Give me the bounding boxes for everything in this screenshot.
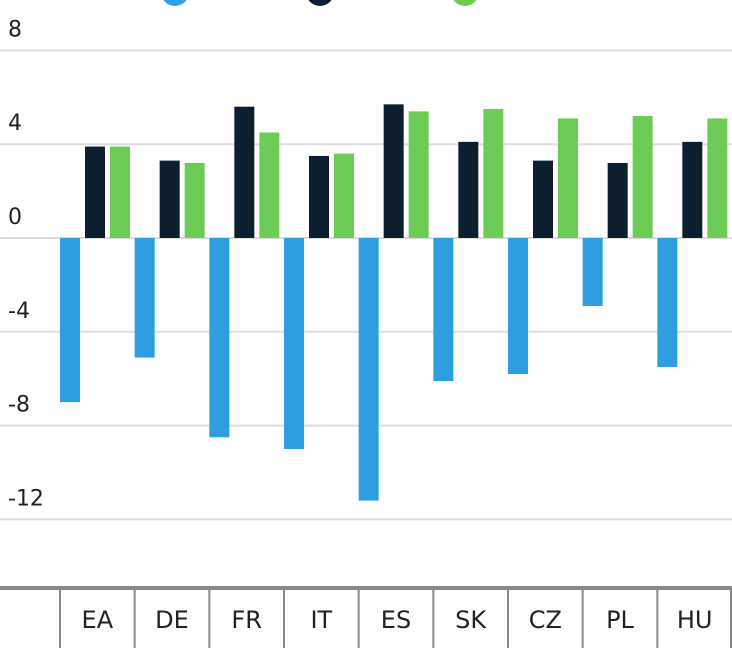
x-tick-label: SK xyxy=(455,606,487,634)
bar xyxy=(60,237,80,403)
y-tick-label: 0 xyxy=(8,205,22,230)
bar xyxy=(184,162,205,238)
bar xyxy=(582,237,603,306)
bar xyxy=(707,118,728,238)
y-tick-label: 8 xyxy=(8,17,22,42)
y-tick-label: -4 xyxy=(8,299,30,324)
x-tick-label: PL xyxy=(606,606,634,634)
bar xyxy=(657,237,678,367)
bar xyxy=(508,237,528,374)
bar xyxy=(134,237,155,358)
bar xyxy=(309,155,329,238)
x-tick-label: EA xyxy=(82,606,114,634)
bar xyxy=(433,237,454,382)
bar xyxy=(234,106,255,238)
bar xyxy=(632,116,653,238)
legend-marker xyxy=(453,0,477,6)
bar xyxy=(159,160,180,238)
bar xyxy=(682,141,703,238)
bar xyxy=(533,160,553,238)
legend-marker xyxy=(163,0,187,6)
x-tick-label: DE xyxy=(155,606,189,634)
bar xyxy=(358,237,379,501)
bar xyxy=(607,162,628,238)
bar xyxy=(284,237,304,450)
bar xyxy=(209,237,230,438)
bar xyxy=(383,104,404,238)
y-tick-label: 4 xyxy=(8,111,22,136)
bar xyxy=(458,141,479,238)
bar xyxy=(408,111,429,238)
x-tick-label: ES xyxy=(381,606,411,634)
x-tick-label: HU xyxy=(677,606,713,634)
y-tick-label: -12 xyxy=(8,486,44,511)
x-tick-label: CZ xyxy=(529,606,562,634)
bar xyxy=(558,118,578,238)
x-tick-label: IT xyxy=(310,606,332,634)
bar xyxy=(85,146,105,238)
bar xyxy=(334,153,354,238)
bar xyxy=(110,146,130,238)
legend-marker xyxy=(308,0,332,6)
bar xyxy=(259,132,280,238)
x-tick-label: FR xyxy=(231,606,261,634)
bar xyxy=(483,109,504,238)
y-tick-label: -8 xyxy=(8,393,30,418)
